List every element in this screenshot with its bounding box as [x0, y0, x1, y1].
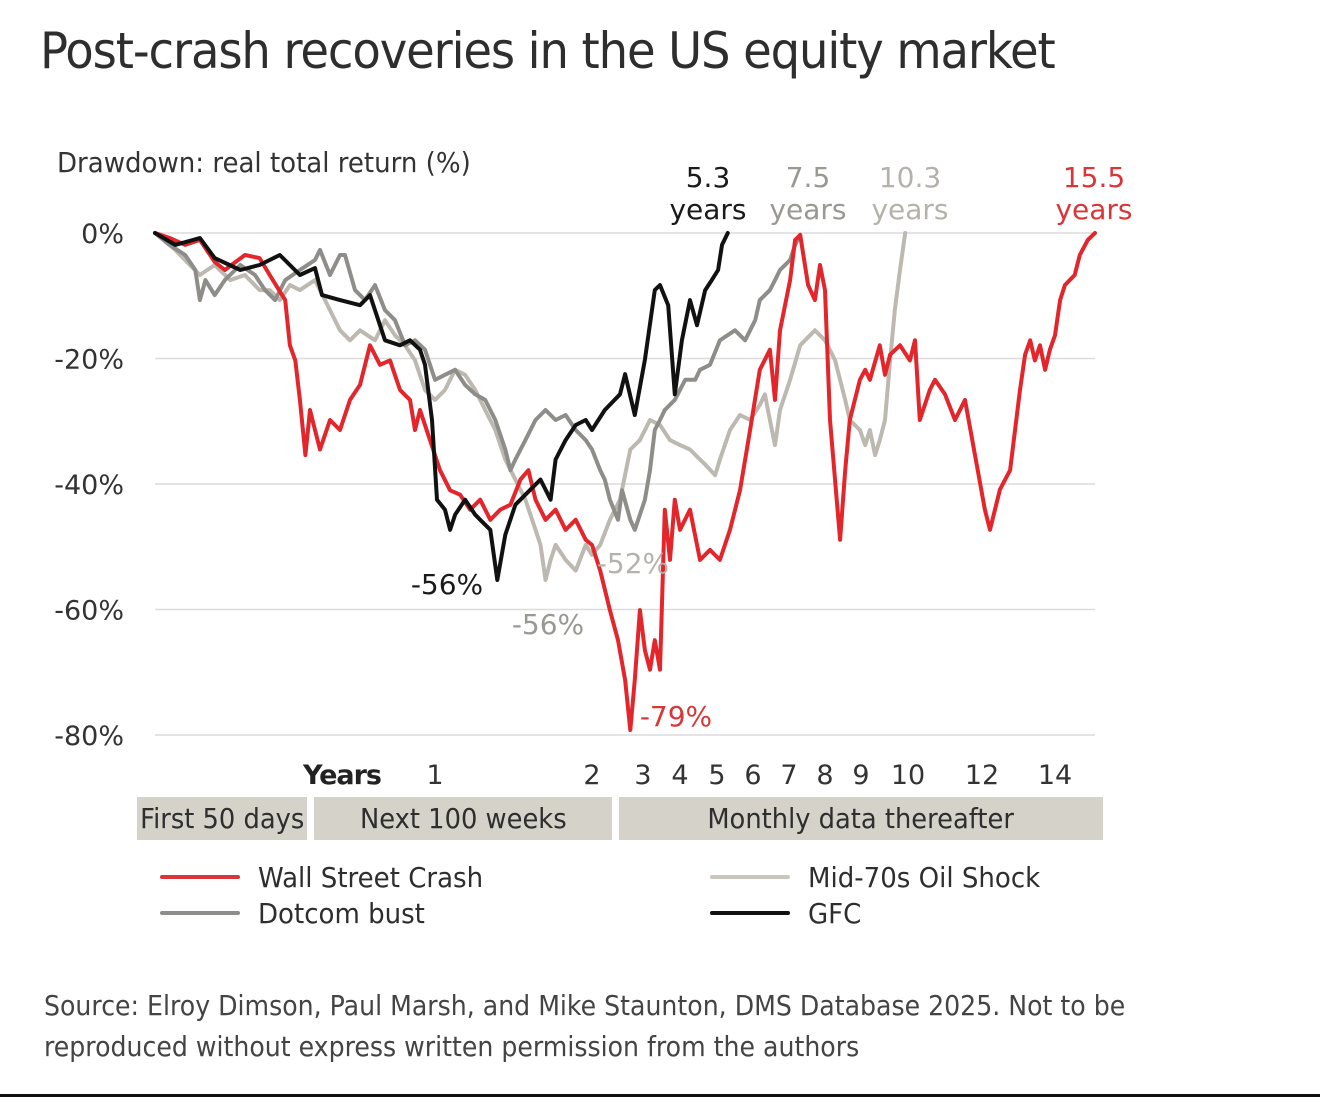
source-note: Source: Elroy Dimson, Paul Marsh, and Mi…: [44, 985, 1214, 1067]
source-line-1: Source: Elroy Dimson, Paul Marsh, and Mi…: [44, 989, 1126, 1022]
series-line-gfc: [153, 231, 730, 582]
band-monthly: Monthly data thereafter: [619, 797, 1103, 840]
legend-label: Mid-70s Oil Shock: [808, 860, 1041, 894]
series-line-dotcom-bust: [153, 231, 803, 532]
x-tick-label: 5: [708, 760, 725, 791]
x-tick-label: 1: [426, 760, 443, 791]
recovery-years-value: 7.5: [786, 161, 831, 194]
recovery-years-value: 10.3: [879, 161, 941, 194]
legend-swatch: [710, 875, 790, 879]
recovery-years-unit: years: [1055, 193, 1132, 226]
y-tick-label: -20%: [54, 345, 124, 376]
recovery-years-unit: years: [669, 193, 746, 226]
x-tick-label: 7: [780, 760, 797, 791]
recovery-years-value: 5.3: [686, 161, 731, 194]
y-axis-title: Drawdown: real total return (%): [57, 146, 471, 179]
recovery-years-unit: years: [769, 193, 846, 226]
legend-swatch: [160, 875, 240, 879]
x-tick-label: 4: [671, 760, 688, 791]
x-tick-label: 14: [1038, 760, 1072, 791]
trough-label: -56%: [512, 608, 584, 641]
line-chart: 0%-20%-40%-60%-80% 1 2 3 4 5 6 7 8 9 10 12 14 Years…: [54, 161, 1133, 791]
series-line-wall-street-crash: [153, 231, 1097, 732]
recovery-years-value: 15.5: [1063, 161, 1125, 194]
y-tick-label: -60%: [54, 596, 124, 627]
legend-item-gfc: GFC: [710, 895, 865, 931]
legend-swatch: [160, 911, 240, 915]
x-axis-title: Years: [302, 760, 381, 791]
series-lines: [153, 231, 1097, 732]
x-tick-label: 8: [816, 760, 833, 791]
source-line-2: reproduced without express written permi…: [44, 1030, 860, 1063]
legend-label: Dotcom bust: [258, 896, 425, 930]
legend-item-wall-street-crash: Wall Street Crash: [160, 859, 500, 895]
annotations: -56%-56%-52%-79%5.3years7.5years10.3year…: [411, 161, 1133, 733]
y-tick-label: -80%: [54, 721, 124, 752]
trough-label: -79%: [640, 700, 712, 733]
legend-label: Wall Street Crash: [258, 860, 484, 894]
x-tick-label: 10: [891, 760, 925, 791]
x-tick-label: 12: [965, 760, 999, 791]
x-tick-label: 9: [852, 760, 869, 791]
band-first-50-days: First 50 days: [137, 797, 307, 840]
x-tick-label: 3: [634, 760, 651, 791]
x-tick-label: 2: [583, 760, 600, 791]
series-line-mid-70s-oil-shock: [153, 231, 908, 582]
legend-swatch: [710, 911, 790, 915]
x-tick-label: 6: [744, 760, 761, 791]
chart-title: Post-crash recoveries in the US equity m…: [40, 22, 1056, 80]
trough-label: -56%: [411, 568, 483, 601]
trough-label: -52%: [597, 547, 669, 580]
bottom-rule: [0, 1094, 1320, 1097]
y-axis-ticks: 0% -20% -40% -60% -80%: [54, 219, 124, 752]
recovery-years-unit: years: [871, 193, 948, 226]
y-tick-label: 0%: [81, 219, 124, 250]
legend-label: GFC: [808, 896, 862, 930]
legend-item-oil-shock: Mid-70s Oil Shock: [710, 859, 1058, 895]
y-tick-label: -40%: [54, 470, 124, 501]
x-axis-ticks: 1 2 3 4 5 6 7 8 9 10 12 14: [426, 760, 1072, 791]
band-next-100-weeks: Next 100 weeks: [314, 797, 612, 840]
legend-item-dotcom-bust: Dotcom bust: [160, 895, 437, 931]
